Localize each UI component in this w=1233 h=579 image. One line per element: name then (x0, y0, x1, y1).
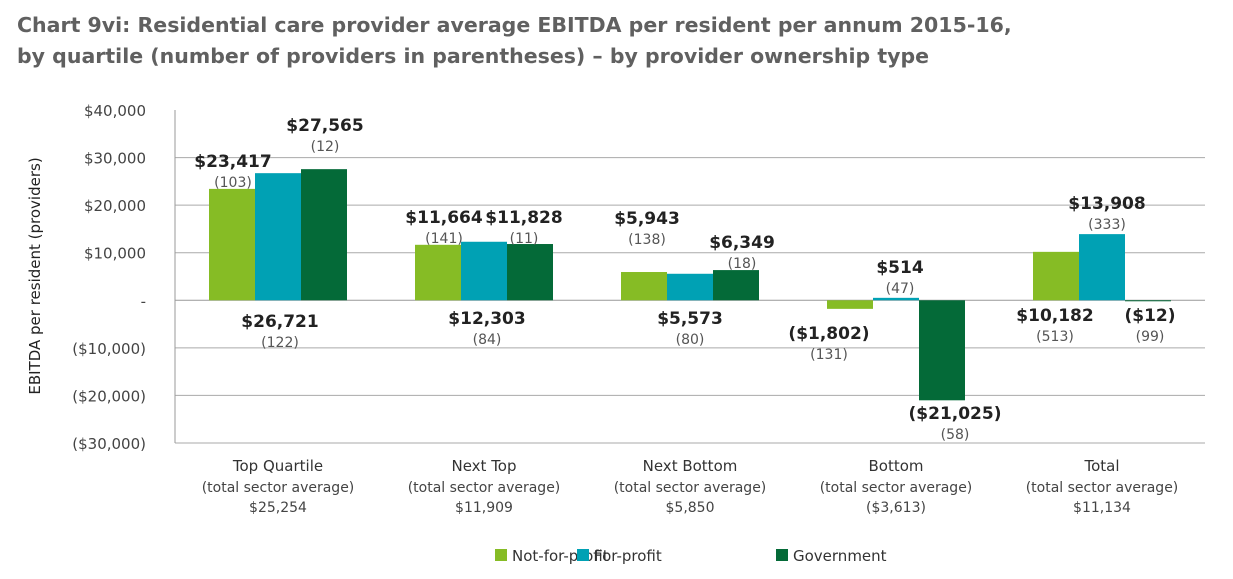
count-label: (131) (810, 347, 848, 363)
count-label: (513) (1036, 329, 1074, 345)
category-label: Next Bottom (643, 457, 738, 475)
bar-government (1125, 300, 1171, 302)
bar-government (919, 300, 965, 401)
chart-title: Chart 9vi: Residential care provider ave… (17, 10, 1012, 72)
data-label: ($21,025) (909, 404, 1002, 424)
category-label: Bottom (868, 457, 923, 475)
data-label: $26,721 (241, 312, 318, 332)
count-label: (12) (311, 139, 340, 155)
count-label: (84) (473, 332, 502, 348)
category-sublabel: (total sector average) (614, 480, 767, 496)
count-label: (141) (425, 231, 463, 247)
count-label: (103) (214, 175, 252, 191)
data-label: $11,664 (405, 208, 483, 228)
bar-not-for-profit (621, 272, 667, 301)
category-label: Total (1083, 457, 1119, 475)
bar-for-profit (873, 297, 919, 301)
bar-not-for-profit (415, 244, 461, 301)
data-label: $13,908 (1068, 194, 1145, 214)
category-average: $25,254 (249, 500, 307, 516)
category-average: ($3,613) (866, 500, 926, 516)
bar-for-profit (667, 273, 713, 301)
bar-government (713, 270, 759, 301)
data-label: $5,943 (614, 209, 680, 229)
count-label: (80) (676, 332, 705, 348)
y-tick-label: ($10,000) (72, 340, 146, 358)
count-label: (138) (628, 232, 666, 248)
category-average: $11,134 (1073, 500, 1131, 516)
count-label: (18) (728, 256, 757, 272)
title-line-1: Chart 9vi: Residential care provider ave… (17, 13, 1012, 37)
data-label: $514 (876, 258, 923, 278)
count-label: (99) (1136, 329, 1165, 345)
data-label: $12,303 (448, 309, 525, 329)
legend-swatch (776, 549, 788, 561)
bar-for-profit (461, 241, 507, 301)
y-tick-label: ($30,000) (72, 435, 146, 453)
count-label: (122) (261, 335, 299, 351)
data-label: $10,182 (1016, 306, 1093, 326)
count-label: (47) (886, 281, 915, 297)
count-label: (11) (510, 231, 539, 247)
y-tick-label: ($20,000) (72, 387, 146, 405)
bar-government (507, 244, 553, 301)
category-sublabel: (total sector average) (408, 480, 561, 496)
data-label: $27,565 (286, 116, 363, 136)
legend-label: For-profit (594, 547, 662, 565)
category-average: $11,909 (455, 500, 513, 516)
data-label: ($12) (1124, 306, 1175, 326)
bar-for-profit (1079, 234, 1125, 301)
bar-government (301, 169, 347, 301)
y-tick-label: $10,000 (84, 245, 146, 263)
legend-swatch (577, 549, 589, 561)
data-label: $5,573 (657, 309, 723, 329)
category-label: Next Top (451, 457, 516, 475)
category-sublabel: (total sector average) (202, 480, 355, 496)
bar-not-for-profit (1033, 251, 1079, 301)
category-sublabel: (total sector average) (1026, 480, 1179, 496)
bar-not-for-profit (827, 300, 873, 309)
category-average: $5,850 (666, 500, 715, 516)
y-tick-label: $20,000 (84, 197, 146, 215)
category-label: Top Quartile (232, 457, 323, 475)
y-tick-label: - (141, 292, 146, 310)
legend-label: Government (793, 547, 887, 565)
title-line-2: by quartile (number of providers in pare… (17, 44, 930, 68)
bar-for-profit (255, 173, 301, 301)
count-label: (333) (1088, 217, 1126, 233)
y-tick-label: $30,000 (84, 150, 146, 168)
data-label: $11,828 (485, 208, 562, 228)
legend-swatch (495, 549, 507, 561)
bar-not-for-profit (209, 188, 255, 301)
data-label: $6,349 (709, 233, 775, 253)
y-tick-label: $40,000 (84, 102, 146, 120)
count-label: (58) (941, 427, 970, 443)
data-label: ($1,802) (788, 324, 869, 344)
category-sublabel: (total sector average) (820, 480, 973, 496)
data-label: $23,417 (194, 152, 271, 172)
y-axis-title: EBITDA per resident (providers) (26, 157, 44, 394)
